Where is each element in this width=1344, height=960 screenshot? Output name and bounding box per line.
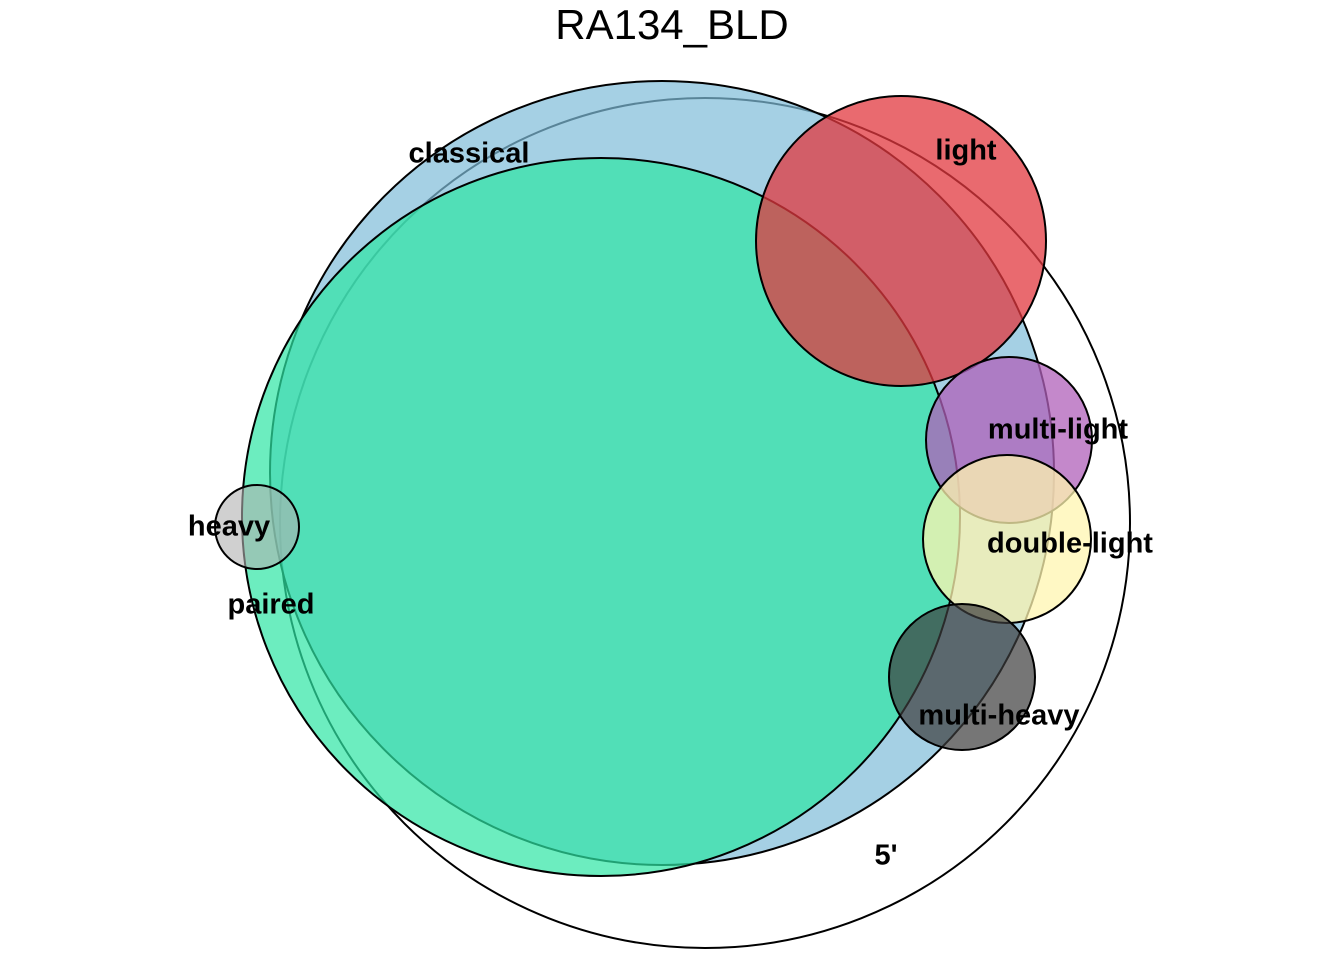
set-label-paired: paired — [227, 589, 314, 621]
set-circle-multi-heavy — [888, 603, 1036, 751]
set-label-classical: classical — [409, 138, 530, 170]
set-label-double-light: double-light — [987, 528, 1153, 560]
set-label-five-prime: 5' — [874, 840, 897, 872]
set-label-multi-heavy: multi-heavy — [918, 700, 1079, 732]
set-circle-light — [755, 95, 1047, 387]
chart-title: RA134_BLD — [555, 1, 789, 48]
set-label-heavy: heavy — [188, 511, 270, 543]
set-label-light: light — [935, 135, 997, 167]
set-circle-heavy — [214, 484, 300, 570]
set-label-multi-light: multi-light — [988, 414, 1128, 446]
